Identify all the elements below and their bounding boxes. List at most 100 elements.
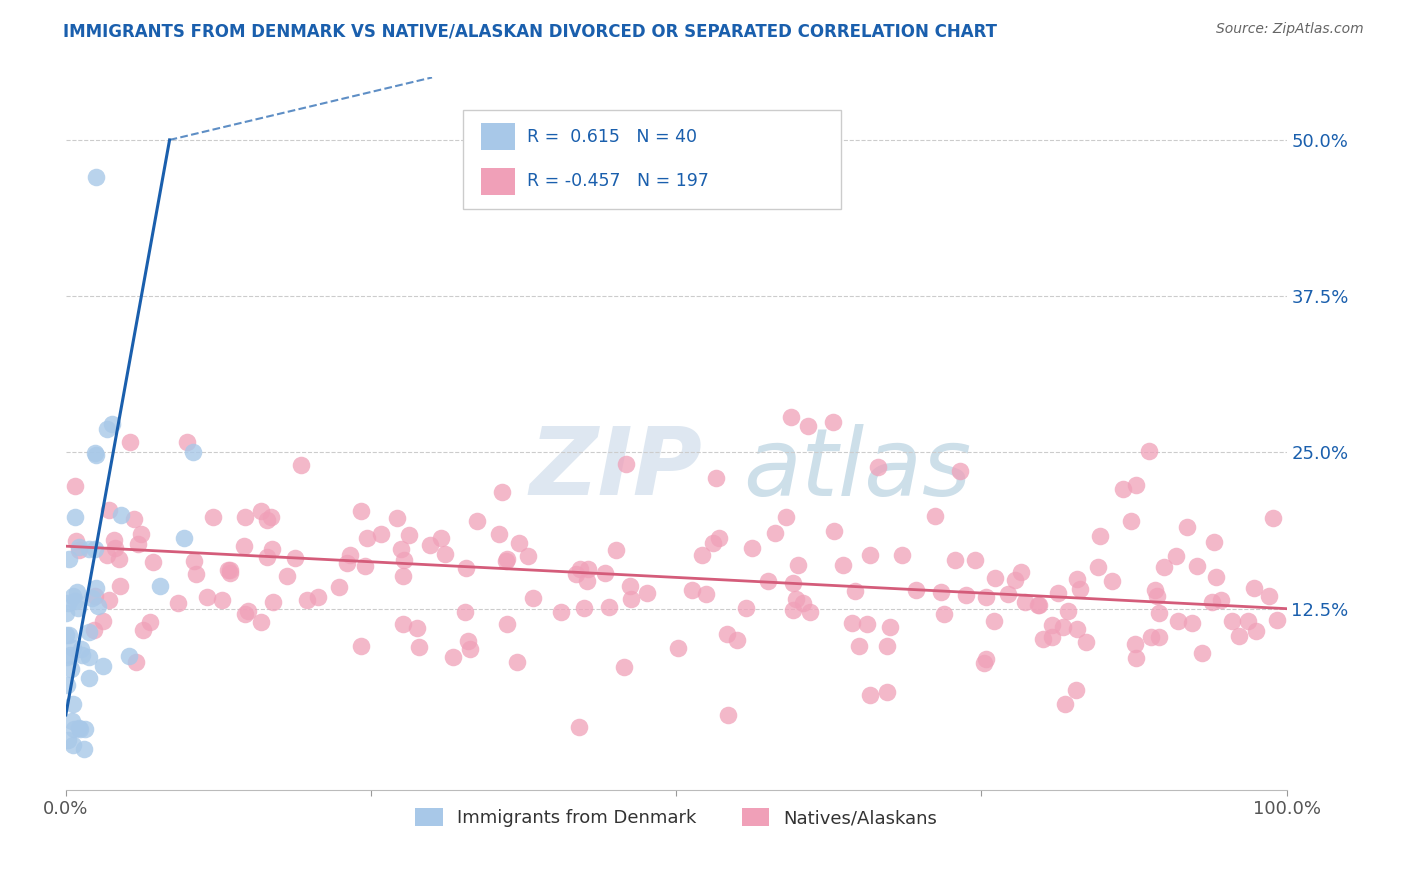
Point — [620, 592, 643, 607]
Point — [307, 590, 329, 604]
Point — [110, 579, 132, 593]
Point — [859, 548, 882, 562]
Point — [1123, 636, 1146, 650]
Point — [405, 621, 427, 635]
Point — [387, 511, 409, 525]
Point — [598, 600, 620, 615]
Point — [465, 514, 488, 528]
Text: R =  0.615   N = 40: R = 0.615 N = 40 — [527, 128, 697, 145]
Point — [336, 556, 359, 570]
Point — [260, 510, 283, 524]
Point — [104, 541, 127, 555]
Point — [77, 649, 100, 664]
Point — [1164, 549, 1187, 564]
Point — [1244, 624, 1267, 638]
Point — [496, 551, 519, 566]
Point — [495, 554, 517, 568]
Point — [756, 574, 779, 588]
Point — [118, 435, 141, 450]
Point — [1064, 683, 1087, 698]
Point — [62, 738, 84, 752]
Point — [350, 640, 373, 654]
Point — [73, 722, 96, 736]
Point — [91, 658, 114, 673]
Point — [211, 592, 233, 607]
Point — [97, 592, 120, 607]
Point — [785, 592, 807, 607]
Point — [392, 616, 415, 631]
Point — [1147, 630, 1170, 644]
FancyBboxPatch shape — [481, 168, 515, 195]
Point — [792, 596, 814, 610]
Point — [70, 648, 93, 663]
Point — [841, 616, 863, 631]
Point — [262, 594, 284, 608]
Point — [1066, 622, 1088, 636]
Point — [219, 566, 242, 580]
Text: atlas: atlas — [744, 424, 972, 515]
Point — [276, 569, 298, 583]
Point — [681, 583, 703, 598]
Point — [1257, 589, 1279, 603]
Point — [924, 508, 946, 523]
Text: IMMIGRANTS FROM DENMARK VS NATIVE/ALASKAN DIVORCED OR SEPARATED CORRELATION CHAR: IMMIGRANTS FROM DENMARK VS NATIVE/ALASKA… — [63, 22, 997, 40]
Point — [974, 652, 997, 666]
Point — [103, 533, 125, 547]
Point — [1220, 615, 1243, 629]
Point — [63, 479, 86, 493]
Point — [856, 617, 879, 632]
Point — [389, 541, 412, 556]
Point — [1069, 582, 1091, 597]
Point — [1147, 606, 1170, 620]
Point — [1057, 604, 1080, 618]
Point — [1040, 630, 1063, 644]
Point — [60, 662, 83, 676]
Point — [217, 563, 239, 577]
Point — [1125, 650, 1147, 665]
Point — [576, 562, 599, 576]
Point — [1014, 595, 1036, 609]
Point — [1112, 482, 1135, 496]
Point — [1205, 570, 1227, 584]
Point — [879, 620, 901, 634]
Point — [572, 601, 595, 615]
Point — [183, 554, 205, 568]
Point — [613, 660, 636, 674]
Point — [741, 541, 763, 556]
Point — [290, 458, 312, 472]
Point — [87, 599, 110, 614]
Point — [77, 542, 100, 557]
Point — [66, 584, 89, 599]
Point — [1028, 598, 1050, 612]
Point — [763, 526, 786, 541]
Point — [67, 721, 90, 735]
Point — [181, 445, 204, 459]
Point — [859, 688, 882, 702]
Point — [117, 649, 139, 664]
Point — [614, 457, 637, 471]
Point — [122, 512, 145, 526]
Point — [1101, 574, 1123, 589]
Point — [202, 509, 225, 524]
Point — [1191, 646, 1213, 660]
Point — [250, 615, 273, 630]
Point — [690, 548, 713, 562]
Point — [1088, 529, 1111, 543]
Point — [1175, 519, 1198, 533]
Point — [339, 548, 361, 562]
Point — [86, 448, 108, 462]
Point — [55, 678, 77, 692]
Point — [69, 642, 91, 657]
Point — [250, 504, 273, 518]
Point — [125, 655, 148, 669]
Point — [457, 633, 479, 648]
Point — [550, 605, 572, 619]
Point — [1140, 630, 1163, 644]
Point — [62, 641, 84, 656]
Legend: Immigrants from Denmark, Natives/Alaskans: Immigrants from Denmark, Natives/Alaskan… — [408, 800, 945, 834]
Point — [176, 435, 198, 450]
Point — [398, 527, 420, 541]
Point — [354, 558, 377, 573]
Point — [295, 593, 318, 607]
Point — [356, 531, 378, 545]
